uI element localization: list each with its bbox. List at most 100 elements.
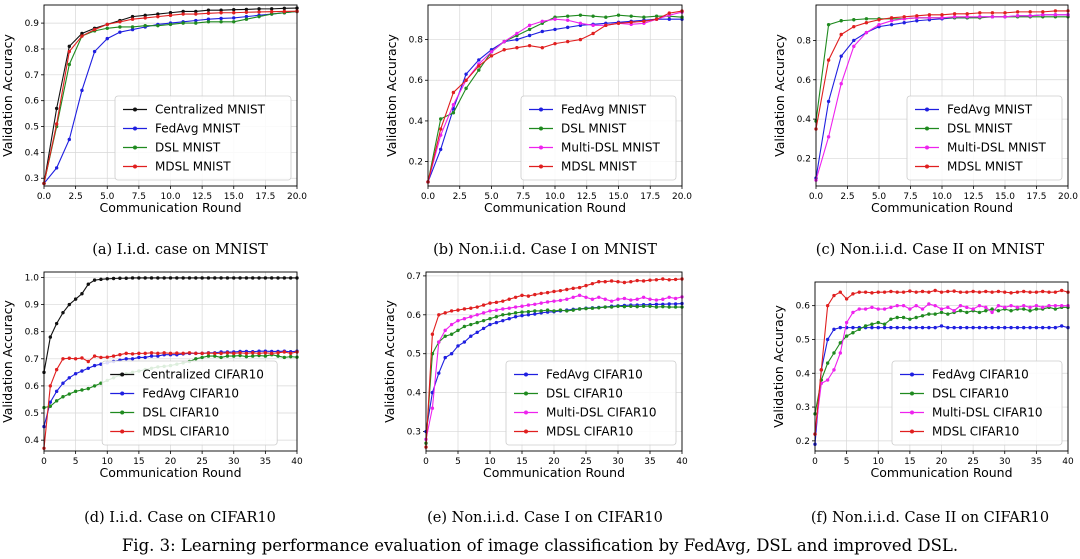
x-tick-label: 2.5	[453, 192, 467, 202]
data-point-centralized	[257, 7, 261, 11]
data-point-mdsl	[952, 12, 957, 16]
data-point-multi	[1003, 305, 1007, 310]
data-point-multi	[838, 351, 842, 355]
data-point-mdsl	[111, 354, 116, 358]
data-point-mdsl	[641, 279, 646, 283]
y-tick-label: 0.5	[796, 335, 810, 345]
data-point-multi	[481, 311, 486, 315]
data-point-centralized	[187, 276, 192, 280]
data-point-fedavg	[501, 318, 505, 323]
data-point-dsl	[276, 354, 280, 358]
legend: FedAvg CIFAR10 DSL CIFAR10 Multi-DSL CIFAR…	[891, 360, 1063, 446]
data-point-mdsl	[156, 14, 160, 19]
figure-caption: Fig. 3: Learning performance evaluation …	[122, 536, 958, 555]
data-point-centralized	[244, 7, 249, 12]
data-point-dsl	[501, 313, 505, 317]
data-point-fedavg	[494, 320, 499, 325]
data-point-mdsl	[661, 277, 665, 281]
x-tick-label: 17.5	[255, 192, 275, 202]
data-point-centralized	[156, 12, 160, 16]
x-tick-label: 12.5	[577, 192, 597, 202]
x-tick-label: 40	[676, 457, 688, 467]
x-tick-label: 10.0	[160, 192, 180, 202]
data-point-mdsl	[168, 13, 173, 18]
data-point-dsl	[844, 334, 849, 338]
data-point-dsl	[270, 12, 274, 16]
data-point-dsl	[451, 111, 456, 115]
data-point-dsl	[80, 388, 84, 392]
data-point-centralized	[270, 7, 274, 11]
data-point-mdsl	[469, 306, 473, 310]
x-tick-label: 0.0	[809, 192, 824, 202]
data-point-fedavg	[901, 325, 906, 330]
data-point-multi	[914, 303, 918, 308]
y-tick-label: 0.6	[797, 76, 812, 86]
data-point-dsl	[143, 23, 147, 28]
data-point-multi	[990, 15, 995, 19]
data-point-fedavg	[92, 363, 97, 368]
data-point-fedavg	[143, 355, 147, 360]
data-point-centralized	[80, 291, 84, 296]
data-point-fedavg	[952, 325, 956, 330]
data-point-centralized	[111, 276, 116, 281]
data-point-multi	[946, 305, 950, 310]
data-point-mdsl	[940, 13, 944, 17]
data-point-mdsl	[629, 20, 633, 24]
data-point-fedavg	[826, 99, 831, 104]
data-point-centralized	[48, 335, 53, 339]
data-point-multi	[667, 295, 671, 299]
data-point-multi	[462, 316, 467, 321]
x-tick-label: 15.0	[608, 192, 628, 202]
data-point-mdsl	[130, 352, 135, 356]
data-point-fedavg	[430, 390, 435, 395]
data-point-mdsl	[48, 384, 53, 388]
data-point-multi	[971, 307, 975, 311]
data-point-mdsl	[984, 289, 988, 294]
data-point-centralized	[54, 321, 59, 326]
x-tick-label: 15.0	[224, 192, 244, 202]
data-point-mdsl	[946, 289, 950, 294]
data-point-multi	[939, 307, 944, 311]
data-point-fedavg	[889, 325, 893, 330]
legend-label-centralized: Centralized MNIST	[155, 103, 266, 117]
data-point-mdsl	[826, 58, 831, 62]
data-point-dsl	[673, 305, 678, 309]
data-point-mdsl	[162, 351, 166, 355]
chart-panel-4: 0 5 10 15 20 25 30 35 40 0.3 0.4 0.5 0.6 0.7 Communica…	[382, 271, 688, 480]
x-tick-label: 10.0	[932, 192, 952, 202]
x-tick-label: 10	[102, 457, 114, 467]
x-tick-label: 20	[936, 457, 948, 467]
data-point-multi	[456, 318, 460, 323]
x-tick-label: 17.5	[640, 192, 660, 202]
data-point-multi	[901, 303, 906, 308]
data-point-centralized	[257, 276, 261, 280]
data-point-fedavg	[513, 315, 518, 319]
data-point-fedavg	[443, 355, 447, 360]
data-point-mdsl	[597, 280, 601, 284]
data-point-mdsl	[105, 22, 109, 27]
data-point-centralized	[219, 8, 223, 12]
legend-label-dsl: DSL CIFAR10	[932, 387, 1009, 401]
data-point-multi	[1028, 14, 1032, 18]
y-tick-label: 0.8	[25, 45, 40, 55]
data-point-centralized	[168, 276, 173, 280]
data-point-mdsl	[187, 351, 192, 355]
data-point-multi	[552, 299, 556, 303]
data-point-centralized	[270, 276, 274, 280]
data-point-mdsl	[965, 290, 969, 294]
data-point-mdsl	[118, 20, 122, 24]
data-point-mdsl	[475, 305, 479, 309]
data-point-mdsl	[839, 32, 843, 37]
data-point-mdsl	[1053, 290, 1058, 294]
data-point-dsl	[825, 361, 830, 365]
data-point-centralized	[276, 276, 280, 280]
data-point-fedavg	[902, 21, 906, 25]
data-point-mdsl	[137, 351, 141, 356]
x-tick-label: 15	[904, 457, 915, 467]
data-point-multi	[864, 30, 869, 35]
data-point-fedavg	[1009, 325, 1013, 330]
y-tick-label: 0.5	[25, 123, 39, 133]
data-point-dsl	[1053, 307, 1058, 311]
data-point-mdsl	[67, 49, 72, 54]
data-point-mdsl	[213, 351, 217, 356]
